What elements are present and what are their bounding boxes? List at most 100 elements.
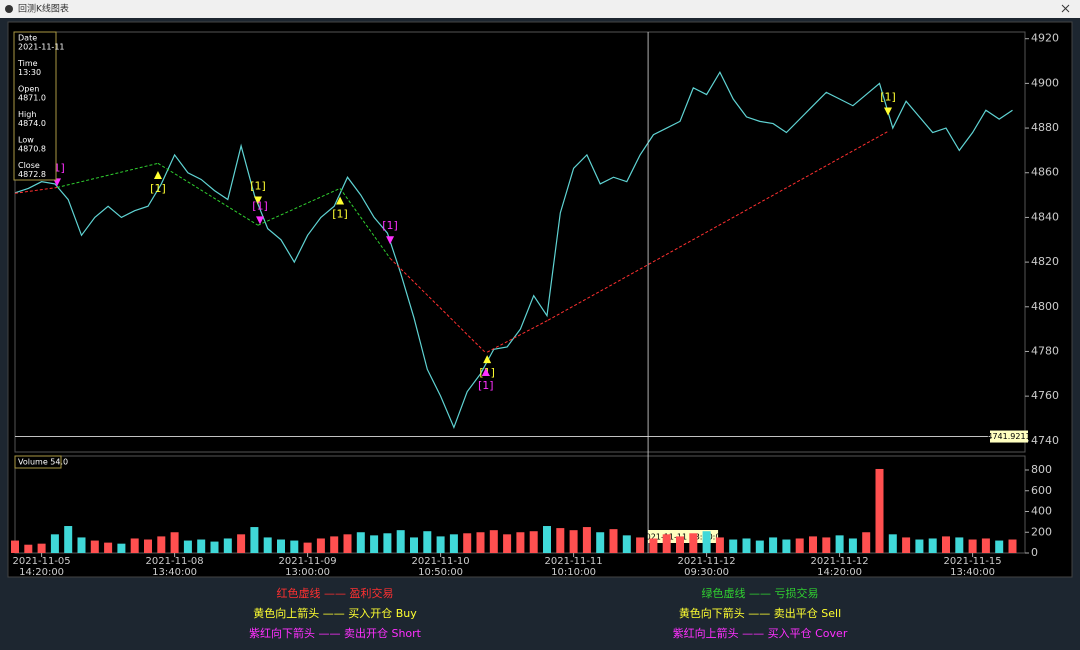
volume-bar <box>104 542 113 553</box>
volume-bar <box>915 539 924 553</box>
marker-label: [1] <box>150 182 166 195</box>
y-tick-label: 400 <box>1031 505 1052 518</box>
volume-bar <box>476 532 485 553</box>
legend-item: 黄色向上箭头 —— 买入开仓 Buy <box>253 607 417 620</box>
volume-bar <box>277 539 285 553</box>
y-tick-label: 4900 <box>1031 76 1059 89</box>
trade-marker <box>153 170 162 179</box>
volume-bar <box>343 534 352 553</box>
volume-bar <box>263 537 272 553</box>
volume-bar <box>503 534 512 553</box>
volume-bar <box>436 536 445 553</box>
trade-marker <box>481 368 490 377</box>
volume-bar <box>370 535 379 553</box>
volume-bar <box>383 533 392 553</box>
y-tick-label: 4760 <box>1031 389 1059 402</box>
volume-bar <box>543 526 551 553</box>
marker-label: [1] <box>478 379 494 392</box>
info-label: Date <box>18 34 37 43</box>
trade-marker <box>336 196 345 205</box>
volume-bar <box>862 532 871 553</box>
y-tick-label: 4780 <box>1031 344 1059 357</box>
volume-bar <box>290 540 299 553</box>
price-frame <box>14 31 1026 453</box>
info-label: Open <box>18 85 39 94</box>
volume-bar <box>742 538 751 553</box>
volume-bar <box>64 526 73 553</box>
marker-label: [1] <box>252 199 268 212</box>
trade-line <box>56 162 159 188</box>
volume-bar <box>809 536 817 553</box>
volume-bar <box>729 539 738 553</box>
info-value: 4870.8 <box>18 145 46 154</box>
volume-bar <box>822 537 831 553</box>
crosshair-price: 4741.9211 <box>987 432 1030 441</box>
volume-bar <box>11 540 19 553</box>
volume-bar <box>928 538 937 553</box>
close-button[interactable] <box>1061 4 1070 13</box>
volume-bar <box>130 538 139 553</box>
volume-bar <box>596 532 605 553</box>
window-title: 回测K线图表 <box>18 3 69 15</box>
volume-bar <box>90 540 99 553</box>
legend-item: 绿色虚线 —— 亏损交易 <box>701 587 819 600</box>
info-value: 4872.8 <box>18 170 46 179</box>
y-tick-label: 4880 <box>1031 121 1059 134</box>
marker-label: [1] <box>250 179 266 192</box>
volume-bar <box>676 536 684 553</box>
volume-bar <box>875 468 884 553</box>
y-tick-label: 0 <box>1031 546 1038 559</box>
volume-bar <box>316 538 325 553</box>
marker-label: [1] <box>880 91 896 104</box>
y-tick-label: 600 <box>1031 484 1052 497</box>
y-tick-label: 4860 <box>1031 166 1059 179</box>
x-tick-label: 2021-11-12 09:30:00 <box>677 556 736 578</box>
y-tick-label: 4740 <box>1031 434 1059 447</box>
volume-bar <box>981 538 990 553</box>
info-box <box>13 31 57 181</box>
volume-bar <box>489 530 498 553</box>
legend-item: 紫红向上箭头 —— 买入平仓 Cover <box>672 627 848 640</box>
info-label: Low <box>18 136 34 145</box>
trade-marker <box>386 236 395 245</box>
x-tick-label: 2021-11-05 14:20:00 <box>12 556 71 578</box>
info-value: 4871.0 <box>18 94 46 103</box>
trade-marker <box>253 196 262 205</box>
volume-bar <box>942 536 950 553</box>
title-bar <box>0 0 1080 18</box>
volume-bar <box>636 537 645 553</box>
trade-line <box>389 257 486 353</box>
legend-item: 黄色向下箭头 —— 卖出平仓 Sell <box>678 607 842 620</box>
volume-bar <box>77 537 86 553</box>
volume-bar <box>755 540 764 553</box>
volume-bar <box>569 530 578 553</box>
x-tick-label: 2021-11-12 14:20:00 <box>810 556 869 578</box>
volume-bar <box>170 532 179 553</box>
marker-label: [1] <box>332 207 348 220</box>
volume-bar <box>1008 539 1017 553</box>
volume-bar <box>423 531 432 553</box>
volume-bar <box>117 543 126 553</box>
volume-bar <box>556 528 565 553</box>
volume-bar <box>888 534 897 553</box>
volume-bar <box>50 534 59 553</box>
trade-marker <box>255 216 264 225</box>
volume-bar <box>210 541 219 553</box>
volume-bar <box>582 527 591 553</box>
volume-bar <box>396 530 405 553</box>
volume-bar <box>516 532 525 553</box>
volume-bar <box>330 536 339 553</box>
volume-bar <box>769 537 778 553</box>
x-tick-label: 2021-11-09 13:00:00 <box>278 556 337 578</box>
x-tick-label: 2021-11-15 13:40:00 <box>943 556 1002 578</box>
legend-item: 红色虚线 —— 盈利交易 <box>276 587 394 600</box>
volume-bar <box>835 535 844 553</box>
y-tick-label: 4840 <box>1031 210 1059 223</box>
y-tick-label: 4920 <box>1031 32 1059 45</box>
volume-bar <box>955 537 964 553</box>
volume-bar <box>702 531 711 553</box>
volume-bar <box>356 532 365 553</box>
volume-bar <box>689 533 698 553</box>
